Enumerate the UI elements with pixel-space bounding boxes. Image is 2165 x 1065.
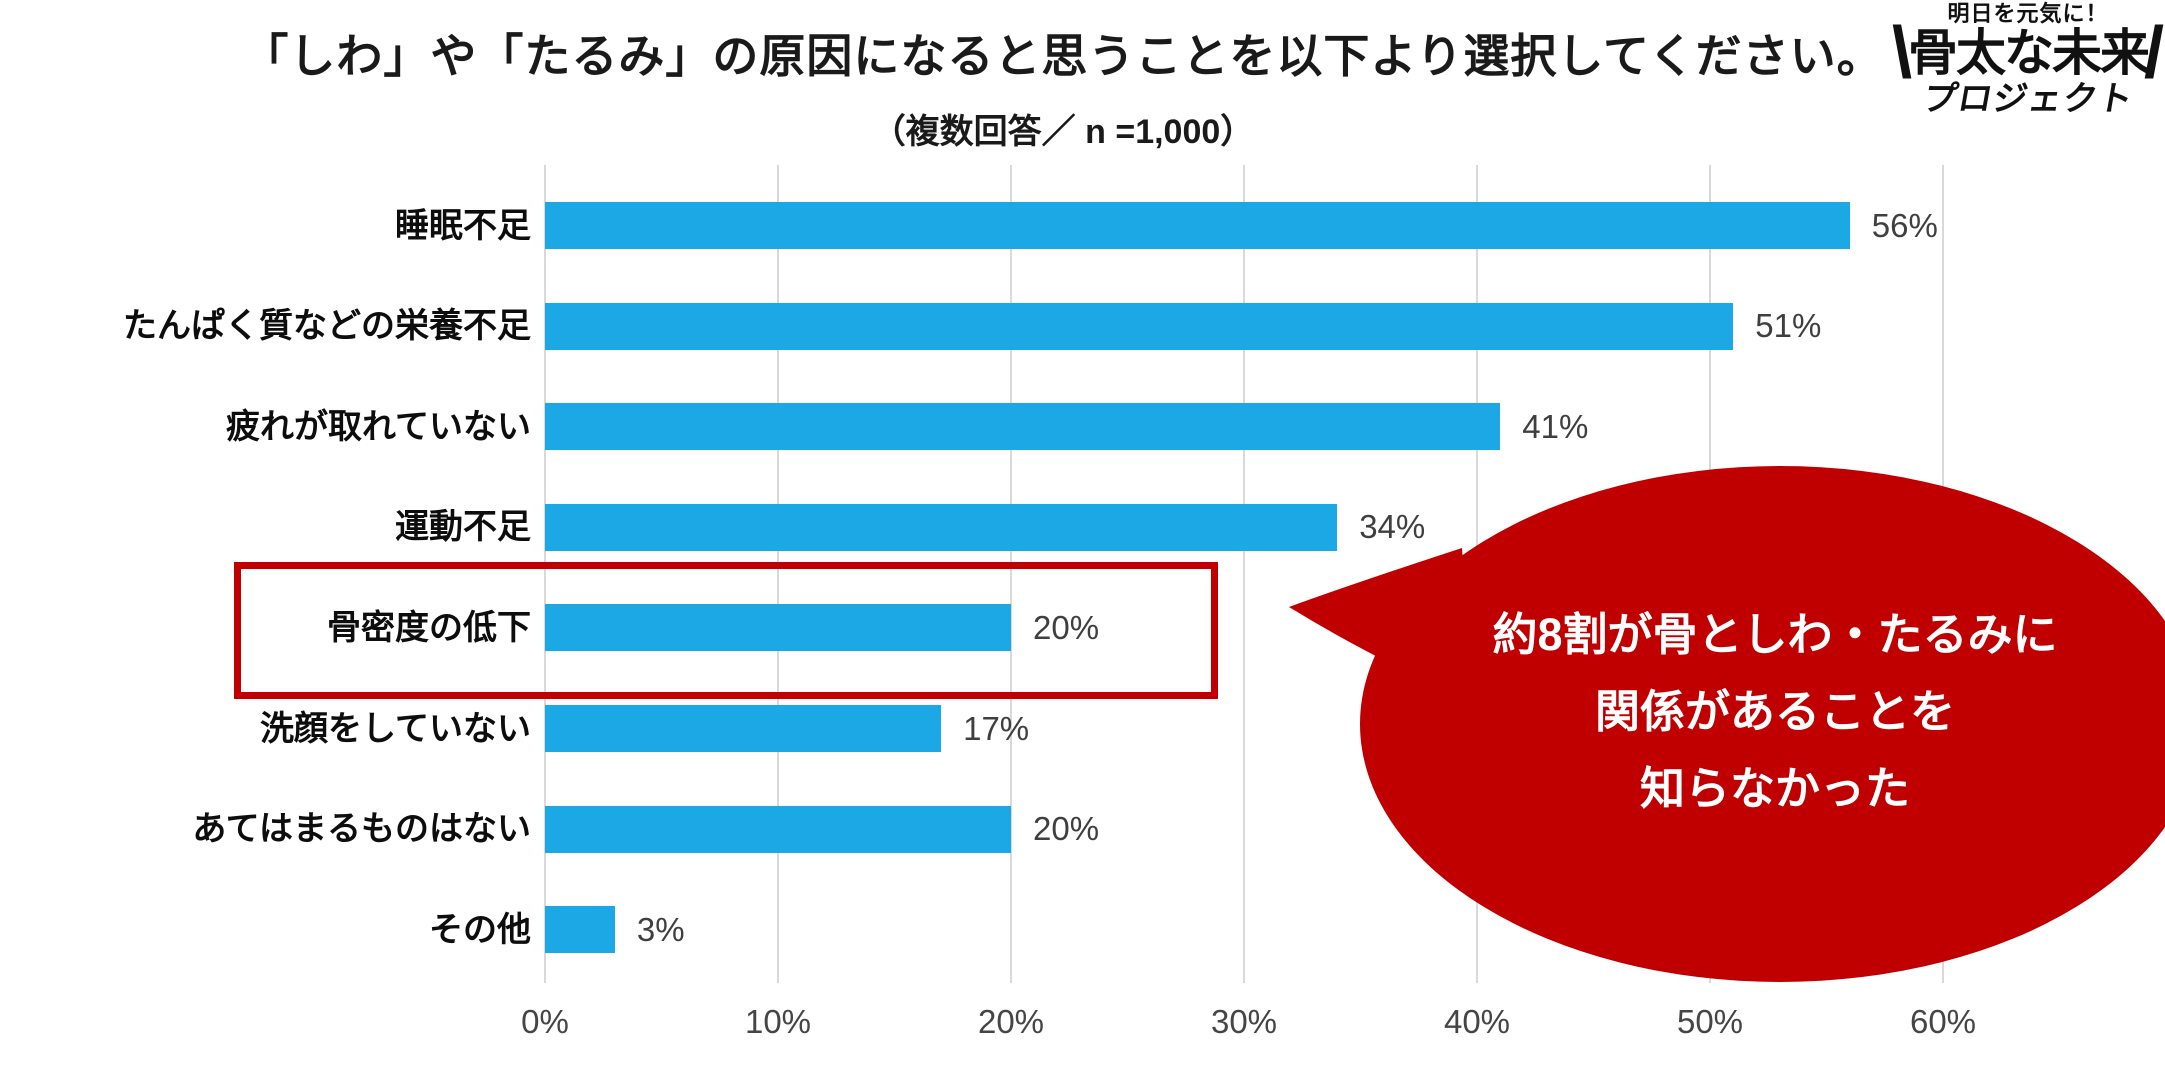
callout-text-line: 知らなかった <box>1639 763 1910 814</box>
x-tick-label: 10% <box>744 1003 812 1040</box>
category-label: 疲れが取れていない <box>226 407 531 446</box>
highlight-box <box>234 562 1218 699</box>
logo-main-row: \ 骨太な未来 / <box>1892 17 2164 89</box>
value-label: 20% <box>1033 810 1100 848</box>
bar <box>545 302 1734 350</box>
category-label: その他 <box>429 910 531 949</box>
x-tick-label: 50% <box>1676 1003 1744 1040</box>
value-label: 34% <box>1359 508 1426 546</box>
category-label: 運動不足 <box>395 508 531 547</box>
category-label: 骨密度の低下 <box>327 608 531 647</box>
value-label: 20% <box>1033 608 1100 646</box>
category-label: 睡眠不足 <box>395 206 531 245</box>
logo-tagline: 明日を元気に！ <box>1947 1 2109 26</box>
chart-title: 「しわ」や「たるみ」の原因になると思うことを以下より選択してください。 <box>242 30 1884 82</box>
value-label: 51% <box>1755 307 1822 345</box>
category-label: あてはまるものはない <box>192 810 531 849</box>
gridline <box>1243 165 1245 983</box>
logo-main-text: 骨太な未来 <box>1908 25 2150 82</box>
callout-text: 約8割が骨としわ・たるみに 関係があることを 知らなかった <box>1430 596 2120 827</box>
value-label: 17% <box>963 709 1030 747</box>
gridline <box>1010 165 1012 983</box>
category-label: 洗顔をしていない <box>260 709 531 748</box>
chart-subtitle: （複数回答／ n =1,000） <box>871 113 1255 151</box>
callout-text-line: 関係があることを <box>1594 686 1955 737</box>
value-label: 3% <box>636 910 685 948</box>
x-tick-label: 60% <box>1909 1003 1977 1040</box>
x-tick-label: 40% <box>1443 1003 1511 1040</box>
value-label: 41% <box>1522 407 1589 445</box>
bar <box>545 805 1011 853</box>
gridline <box>544 165 546 983</box>
x-tick-label: 20% <box>977 1003 1045 1040</box>
bar <box>545 202 1850 249</box>
brand-logo: 明日を元気に！ \ 骨太な未来 / プロジェクト <box>1892 1 2164 118</box>
logo-slash-right-icon: / <box>2144 13 2165 94</box>
x-tick-label: 30% <box>1210 1003 1278 1040</box>
logo-slash-left-icon: \ <box>1891 13 1912 94</box>
bar <box>545 403 1501 451</box>
bar <box>545 705 942 752</box>
value-label: 56% <box>1871 206 1938 244</box>
callout-ellipse <box>1360 466 2165 982</box>
gridline <box>777 165 779 983</box>
bar <box>545 503 1338 551</box>
bar <box>545 906 615 954</box>
category-label: たんぱく質などの栄養不足 <box>123 307 531 346</box>
x-tick-label: 0% <box>521 1003 569 1040</box>
callout-text-line: 約8割が骨としわ・たるみに <box>1492 609 2058 660</box>
bar <box>545 604 1011 652</box>
